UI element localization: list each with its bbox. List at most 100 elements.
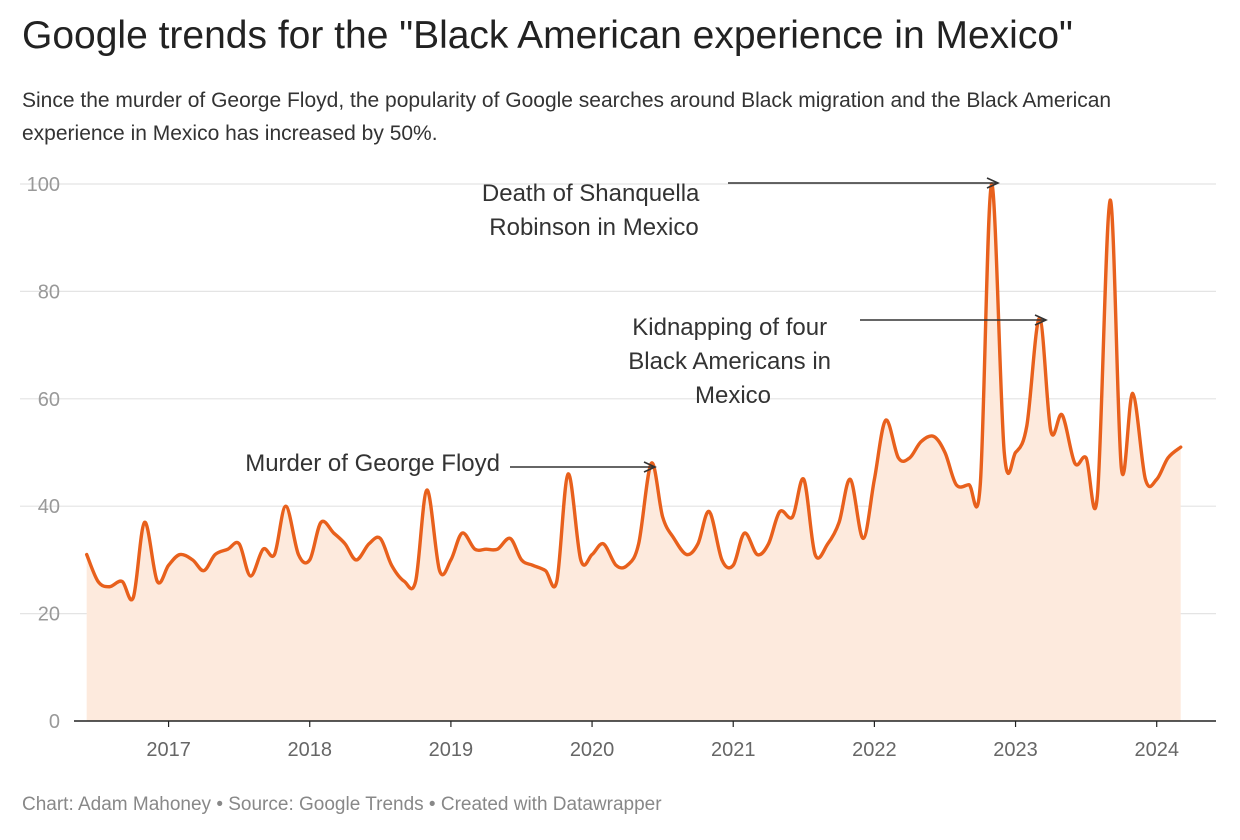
data-point [742, 530, 748, 536]
data-point [871, 476, 877, 482]
data-point [494, 546, 500, 552]
data-point [437, 568, 443, 574]
y-tick-label: 20 [38, 604, 60, 626]
data-point [648, 460, 654, 466]
svg-text:Death of Shanquella Robi: Death of Shanquella Robinson in Mexico [482, 180, 706, 241]
x-axis-ticks: 2017 2018 2019 2020 2021 2022 2023 2024 [146, 721, 1179, 761]
data-point [684, 552, 690, 558]
annotation-shanquella-robinson: Death of Shanquella Robinson in Mexico [482, 177, 1000, 241]
y-tick-label: 100 [27, 174, 60, 196]
data-point [236, 541, 242, 547]
annotation-line: Murder of George Floyd [245, 450, 500, 477]
data-point [812, 552, 818, 558]
data-point [225, 546, 231, 552]
data-point [801, 476, 807, 482]
annotation-kidnapping: Kidnapping of four Black Americans in Me… [628, 314, 1048, 409]
data-point [931, 433, 937, 439]
data-point [247, 573, 253, 579]
data-point [119, 578, 125, 584]
data-point [706, 509, 712, 515]
data-point [825, 541, 831, 547]
svg-text:Murder of George Floyd: Murder of George Floyd [245, 450, 500, 477]
data-point [671, 535, 677, 541]
data-point [459, 530, 465, 536]
data-point [1072, 460, 1078, 466]
series-line [85, 182, 1183, 602]
data-point [518, 557, 524, 563]
data-point [1059, 412, 1065, 418]
chart-footer: Chart: Adam Mahoney • Source: Google Tre… [22, 794, 662, 815]
data-point [106, 584, 112, 590]
annotation-line: Robinson in Mexico [489, 214, 698, 241]
data-point [377, 535, 383, 541]
data-point [260, 546, 266, 552]
data-point [154, 578, 160, 584]
data-point [790, 514, 796, 520]
annotation-george-floyd: Murder of George Floyd [245, 450, 657, 477]
data-point [424, 487, 430, 493]
data-point [177, 552, 183, 558]
y-tick-label: 0 [49, 711, 60, 733]
data-point [554, 578, 560, 584]
data-point [413, 578, 419, 584]
data-point [1118, 466, 1124, 472]
y-tick-label: 40 [38, 496, 60, 518]
x-tick-label: 2021 [711, 739, 756, 761]
data-point [966, 482, 972, 488]
data-point [695, 541, 701, 547]
data-point [1024, 423, 1030, 429]
data-point [1083, 455, 1089, 461]
data-point [1094, 492, 1100, 498]
data-point [624, 562, 630, 568]
data-point [1130, 390, 1136, 396]
data-point [565, 471, 571, 477]
data-point [719, 557, 725, 563]
x-tick-label: 2018 [287, 739, 332, 761]
x-tick-label: 2019 [429, 739, 474, 761]
data-point [578, 557, 584, 563]
data-point [401, 578, 407, 584]
annotation-line: Black Americans in [628, 348, 831, 375]
data-point [883, 417, 889, 423]
data-point [1154, 476, 1160, 482]
y-axis-ticks: 0 20 40 60 80 100 [27, 174, 60, 733]
data-point [95, 578, 101, 584]
data-point [942, 450, 948, 456]
data-point [1013, 450, 1019, 456]
annotation-line: Death of Shanquella [482, 180, 700, 207]
data-point [366, 541, 372, 547]
data-point [636, 541, 642, 547]
data-point [907, 455, 913, 461]
data-point [283, 503, 289, 509]
data-point [389, 562, 395, 568]
data-point [660, 514, 666, 520]
data-point [895, 455, 901, 461]
data-point [1178, 444, 1184, 450]
x-tick-label: 2023 [993, 739, 1038, 761]
data-point [600, 541, 606, 547]
data-point [331, 530, 337, 536]
data-point [166, 562, 172, 568]
data-point [542, 568, 548, 574]
data-point [448, 557, 454, 563]
data-point [766, 541, 772, 547]
data-point [730, 562, 736, 568]
data-point [1165, 455, 1171, 461]
annotation-line: Mexico [695, 382, 771, 409]
data-point [613, 562, 619, 568]
data-point [1001, 450, 1007, 456]
data-point [847, 476, 853, 482]
data-point [507, 535, 513, 541]
data-point [530, 562, 536, 568]
data-point [1107, 197, 1113, 203]
data-point [989, 181, 995, 187]
data-point [483, 546, 489, 552]
chart-title: Google trends for the "Black American ex… [22, 14, 1073, 57]
data-point [1142, 476, 1148, 482]
data-point [1048, 428, 1054, 434]
data-point [295, 552, 301, 558]
data-point [130, 594, 136, 600]
data-point [84, 552, 90, 558]
data-point [918, 439, 924, 445]
annotation-line: Kidnapping of four [632, 314, 827, 341]
